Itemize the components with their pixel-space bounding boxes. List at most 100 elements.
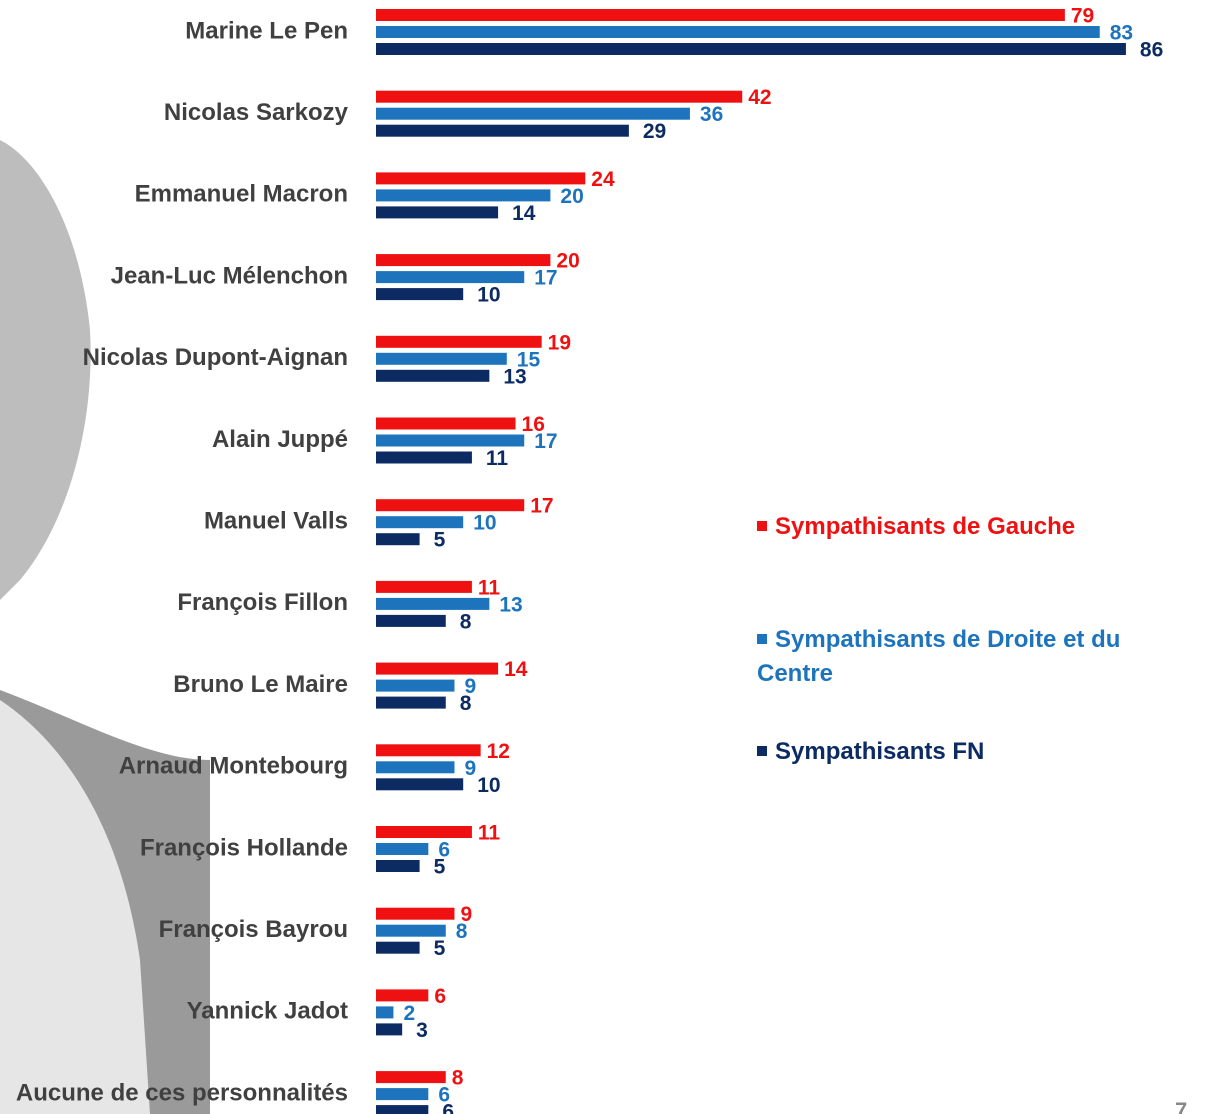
- chart: 7 Marine Le Pen798386Nicolas Sarkozy4236…: [0, 0, 1209, 1114]
- bar: [376, 598, 489, 610]
- bar: [376, 826, 472, 838]
- bar: [376, 254, 550, 266]
- value-label: 8: [456, 920, 468, 943]
- value-label: 10: [473, 512, 496, 535]
- value-label: 2: [403, 1002, 415, 1025]
- bar: [376, 1071, 446, 1083]
- value-label: 8: [460, 610, 472, 633]
- page-number: 7: [1175, 1098, 1187, 1114]
- category-label: Alain Juppé: [212, 426, 348, 453]
- bar: [376, 615, 446, 627]
- bar: [376, 663, 498, 675]
- bar: [376, 942, 420, 954]
- bar: [376, 1105, 428, 1114]
- bar: [376, 581, 472, 593]
- value-label: 13: [503, 365, 526, 388]
- category-label: Yannick Jadot: [187, 998, 348, 1025]
- bar: [376, 1023, 402, 1035]
- value-label: 19: [548, 331, 571, 354]
- bar: [376, 925, 446, 937]
- page: 7 Marine Le Pen798386Nicolas Sarkozy4236…: [0, 0, 1209, 1114]
- bar: [376, 271, 524, 283]
- category-label: Jean-Luc Mélenchon: [111, 262, 348, 289]
- category-label: François Fillon: [177, 589, 348, 616]
- bar: [376, 206, 498, 218]
- category-label: Bruno Le Maire: [173, 671, 348, 698]
- value-label: 24: [591, 168, 615, 191]
- value-label: 10: [477, 284, 500, 307]
- value-label: 6: [442, 1101, 454, 1114]
- category-label: Nicolas Sarkozy: [164, 99, 349, 126]
- value-label: 13: [499, 593, 522, 616]
- category-label: Arnaud Montebourg: [119, 753, 348, 780]
- value-label: 14: [512, 202, 536, 225]
- legend-marker: [757, 746, 767, 756]
- bar: [376, 452, 472, 464]
- value-label: 86: [1140, 39, 1163, 62]
- bar: [376, 435, 524, 447]
- legend-marker: [757, 521, 767, 531]
- value-label: 10: [477, 774, 500, 797]
- legend-label: Sympathisants de Gauche: [775, 513, 1075, 540]
- bar: [376, 843, 428, 855]
- bar: [376, 336, 542, 348]
- value-label: 3: [416, 1019, 428, 1042]
- bar: [376, 9, 1065, 21]
- value-label: 36: [700, 103, 723, 126]
- bar: [376, 680, 454, 692]
- value-label: 20: [556, 250, 579, 273]
- value-label: 8: [452, 1067, 464, 1090]
- value-label: 17: [530, 495, 553, 518]
- value-label: 17: [534, 267, 557, 290]
- bar: [376, 761, 454, 773]
- value-label: 11: [478, 576, 501, 599]
- bar: [376, 860, 420, 872]
- bar: [376, 533, 420, 545]
- value-label: 8: [460, 692, 472, 715]
- bar: [376, 516, 463, 528]
- bar: [376, 744, 481, 756]
- bar: [376, 778, 463, 790]
- bar: [376, 288, 463, 300]
- bar: [376, 418, 516, 430]
- bar: [376, 91, 742, 103]
- value-label: 29: [643, 120, 666, 143]
- value-label: 5: [434, 529, 446, 552]
- bar: [376, 989, 428, 1001]
- bar: [376, 125, 629, 137]
- category-label: Manuel Valls: [204, 508, 348, 535]
- value-label: 12: [487, 740, 510, 763]
- legend-item: Sympathisants FN: [757, 735, 1202, 769]
- value-label: 20: [560, 185, 583, 208]
- value-label: 11: [478, 822, 501, 845]
- value-label: 17: [534, 430, 557, 453]
- legend-marker: [757, 634, 767, 644]
- value-label: 83: [1110, 22, 1133, 45]
- value-label: 5: [434, 856, 446, 879]
- bar: [376, 697, 446, 709]
- value-label: 14: [504, 658, 528, 681]
- legend-item: Sympathisants de Gauche: [757, 510, 1202, 544]
- legend-label: Sympathisants FN: [775, 738, 984, 765]
- category-label: Nicolas Dupont-Aignan: [83, 344, 348, 371]
- value-label: 5: [434, 937, 446, 960]
- category-label: Aucune de ces personnalités: [16, 1079, 348, 1106]
- bar: [376, 1006, 393, 1018]
- bar: [376, 108, 690, 120]
- legend-label: Sympathisants de Droite et du Centre: [757, 626, 1120, 687]
- bar: [376, 908, 454, 920]
- legend-item: Sympathisants de Droite et du Centre: [757, 623, 1202, 691]
- bar: [376, 499, 524, 511]
- bar: [376, 189, 550, 201]
- category-label: Marine Le Pen: [185, 17, 348, 44]
- value-label: 9: [464, 757, 476, 780]
- bar: [376, 26, 1100, 38]
- bar: [376, 353, 507, 365]
- value-label: 42: [748, 86, 771, 109]
- category-label: François Bayrou: [159, 916, 348, 943]
- value-label: 79: [1071, 5, 1094, 28]
- value-label: 11: [486, 447, 509, 470]
- bar: [376, 43, 1126, 55]
- category-label: Emmanuel Macron: [135, 181, 348, 208]
- value-label: 6: [434, 985, 446, 1008]
